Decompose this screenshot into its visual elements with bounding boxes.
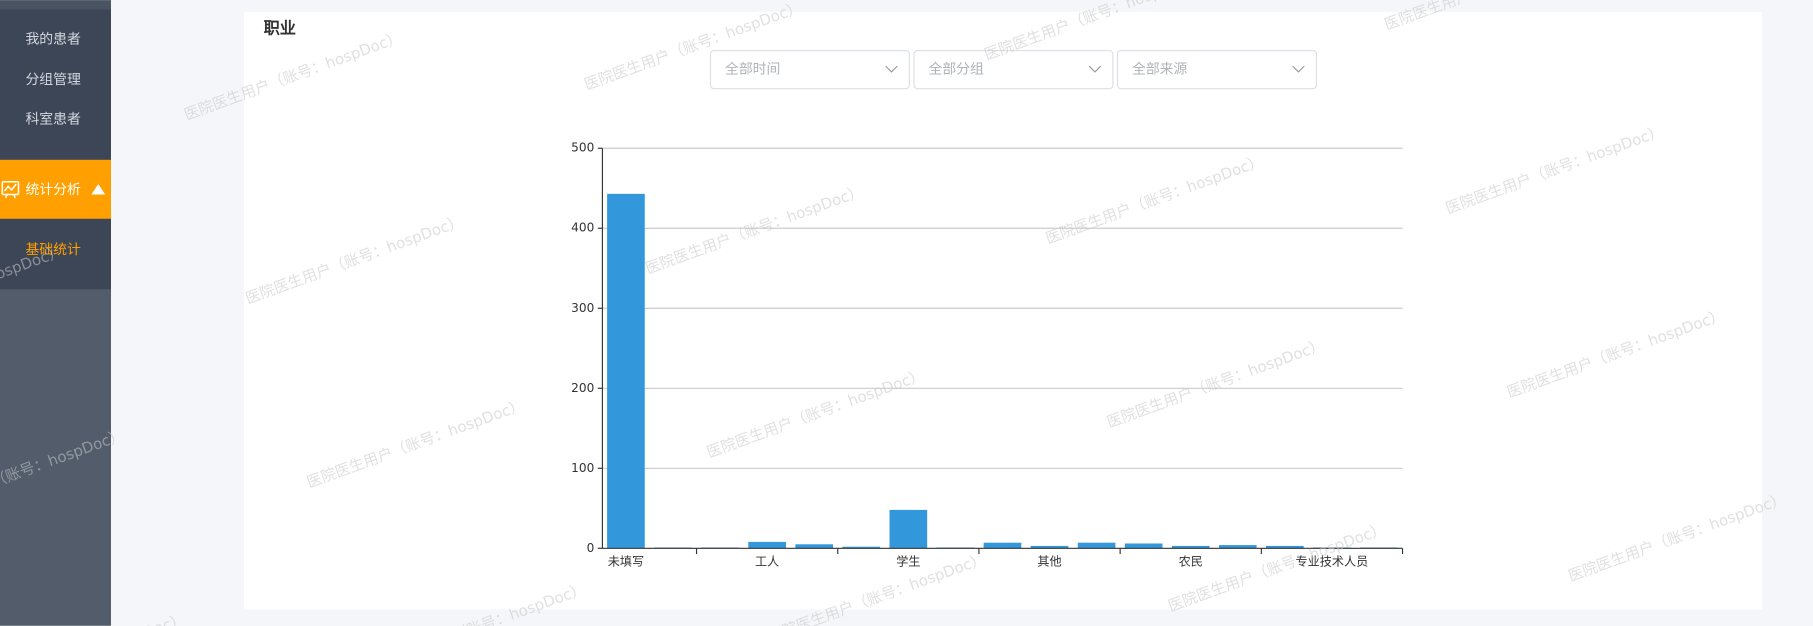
filter[interactable]: 全部来源 (1116, 49, 1317, 90)
filter-text: 全部时间 (725, 61, 780, 78)
x-tick-label: 农民 (1179, 555, 1203, 569)
x-tick-label: 工人 (755, 555, 779, 569)
panel (243, 11, 1763, 610)
y-tick-label: 500 (571, 141, 594, 155)
bar (1077, 542, 1116, 549)
filter[interactable]: 全部分组 (913, 49, 1114, 90)
y-tick-label: 400 (571, 221, 594, 235)
y-tick-label: 100 (571, 461, 594, 475)
x-tick-label: 其他 (1037, 555, 1061, 569)
bar (1124, 543, 1163, 549)
sub-menu-item[interactable]: 基础统计 (25, 241, 81, 258)
y-tick-label: 0 (587, 541, 595, 555)
bar (1171, 545, 1210, 549)
caret (91, 184, 106, 195)
y-tick-label: 300 (571, 301, 594, 315)
bar (983, 542, 1022, 549)
bar (795, 544, 834, 549)
stats-icon (1, 181, 20, 199)
y-tick-label: 200 (571, 381, 594, 395)
menu-item[interactable]: 科室患者 (25, 110, 81, 127)
x-tick-label: 专业技术人员 (1296, 554, 1369, 569)
sidebar-menu (0, 9, 111, 290)
sidebar-top (0, 0, 111, 10)
panel-title: 职业 (264, 19, 296, 38)
menu-item[interactable]: 我的患者 (25, 32, 81, 48)
bar (748, 541, 786, 549)
bar (1266, 545, 1304, 549)
x-tick-label: 未填写 (608, 555, 644, 569)
filter[interactable]: 全部时间 (709, 49, 910, 90)
menu-item[interactable]: 分组管理 (25, 72, 81, 88)
bar (1030, 545, 1069, 549)
bar (1218, 545, 1257, 549)
filter-text: 全部分组 (928, 61, 984, 78)
menu-item-active[interactable]: 统计分析 (25, 182, 81, 198)
watermark: 医院医生用户（账号：hospDoc） (1782, 0, 1813, 4)
bar (607, 193, 645, 549)
filter-text: 全部来源 (1132, 61, 1188, 78)
bar (842, 546, 881, 549)
x-tick-label: 学生 (896, 554, 920, 569)
chart: 0 100 200 300 400 500 未填写 工人 学生 其他 农民 专业技术人员 (571, 141, 1404, 569)
bar (889, 509, 928, 549)
